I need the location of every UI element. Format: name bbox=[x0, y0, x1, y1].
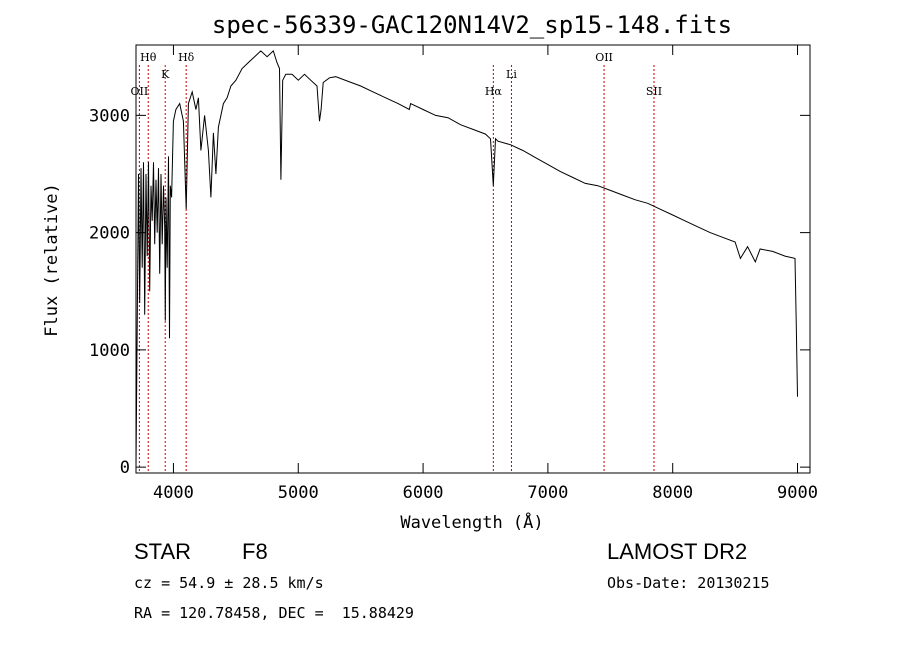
line-marker-label: K bbox=[161, 68, 170, 81]
x-tick-label: 8000 bbox=[652, 483, 693, 503]
x-axis-label: Wavelength (Å) bbox=[400, 511, 543, 533]
line-marker-label: OII bbox=[595, 51, 613, 64]
x-tick-label: 4000 bbox=[153, 483, 194, 503]
y-axis-ticks: 0 1000 2000 3000 bbox=[89, 106, 810, 478]
object-class: STAR bbox=[134, 539, 192, 564]
obs-date-text: Obs-Date: 20130215 bbox=[607, 574, 770, 592]
x-tick-label: 7000 bbox=[527, 483, 568, 503]
y-axis-label: Flux (relative) bbox=[42, 183, 62, 337]
line-marker-label: SII bbox=[646, 85, 662, 98]
x-tick-label: 9000 bbox=[777, 483, 818, 503]
y-tick-label: 2000 bbox=[89, 224, 130, 244]
coords-text: RA = 120.78458, DEC = 15.88429 bbox=[134, 604, 414, 622]
line-marker-label: Hθ bbox=[140, 51, 157, 64]
x-axis-ticks: 4000 5000 6000 7000 8000 9000 bbox=[153, 45, 818, 503]
object-subclass: F8 bbox=[242, 539, 268, 564]
line-marker-label: OII bbox=[131, 85, 149, 98]
survey-name: LAMOST DR2 bbox=[607, 539, 748, 564]
y-tick-label: 1000 bbox=[89, 341, 130, 361]
y-tick-label: 0 bbox=[120, 458, 130, 478]
plot-frame bbox=[135, 44, 811, 474]
chart-title: spec-56339-GAC120N14V2_sp15-148.fits bbox=[212, 11, 732, 39]
y-tick-label: 3000 bbox=[89, 106, 130, 126]
line-marker-label: Li bbox=[506, 68, 517, 81]
redshift-text: cz = 54.9 ± 28.5 km/s bbox=[134, 574, 324, 592]
line-marker-label: Hα bbox=[485, 85, 503, 98]
line-marker-label: Hδ bbox=[178, 51, 195, 64]
x-tick-label: 5000 bbox=[278, 483, 319, 503]
spectrum-line bbox=[135, 49, 798, 468]
x-tick-label: 6000 bbox=[403, 483, 444, 503]
